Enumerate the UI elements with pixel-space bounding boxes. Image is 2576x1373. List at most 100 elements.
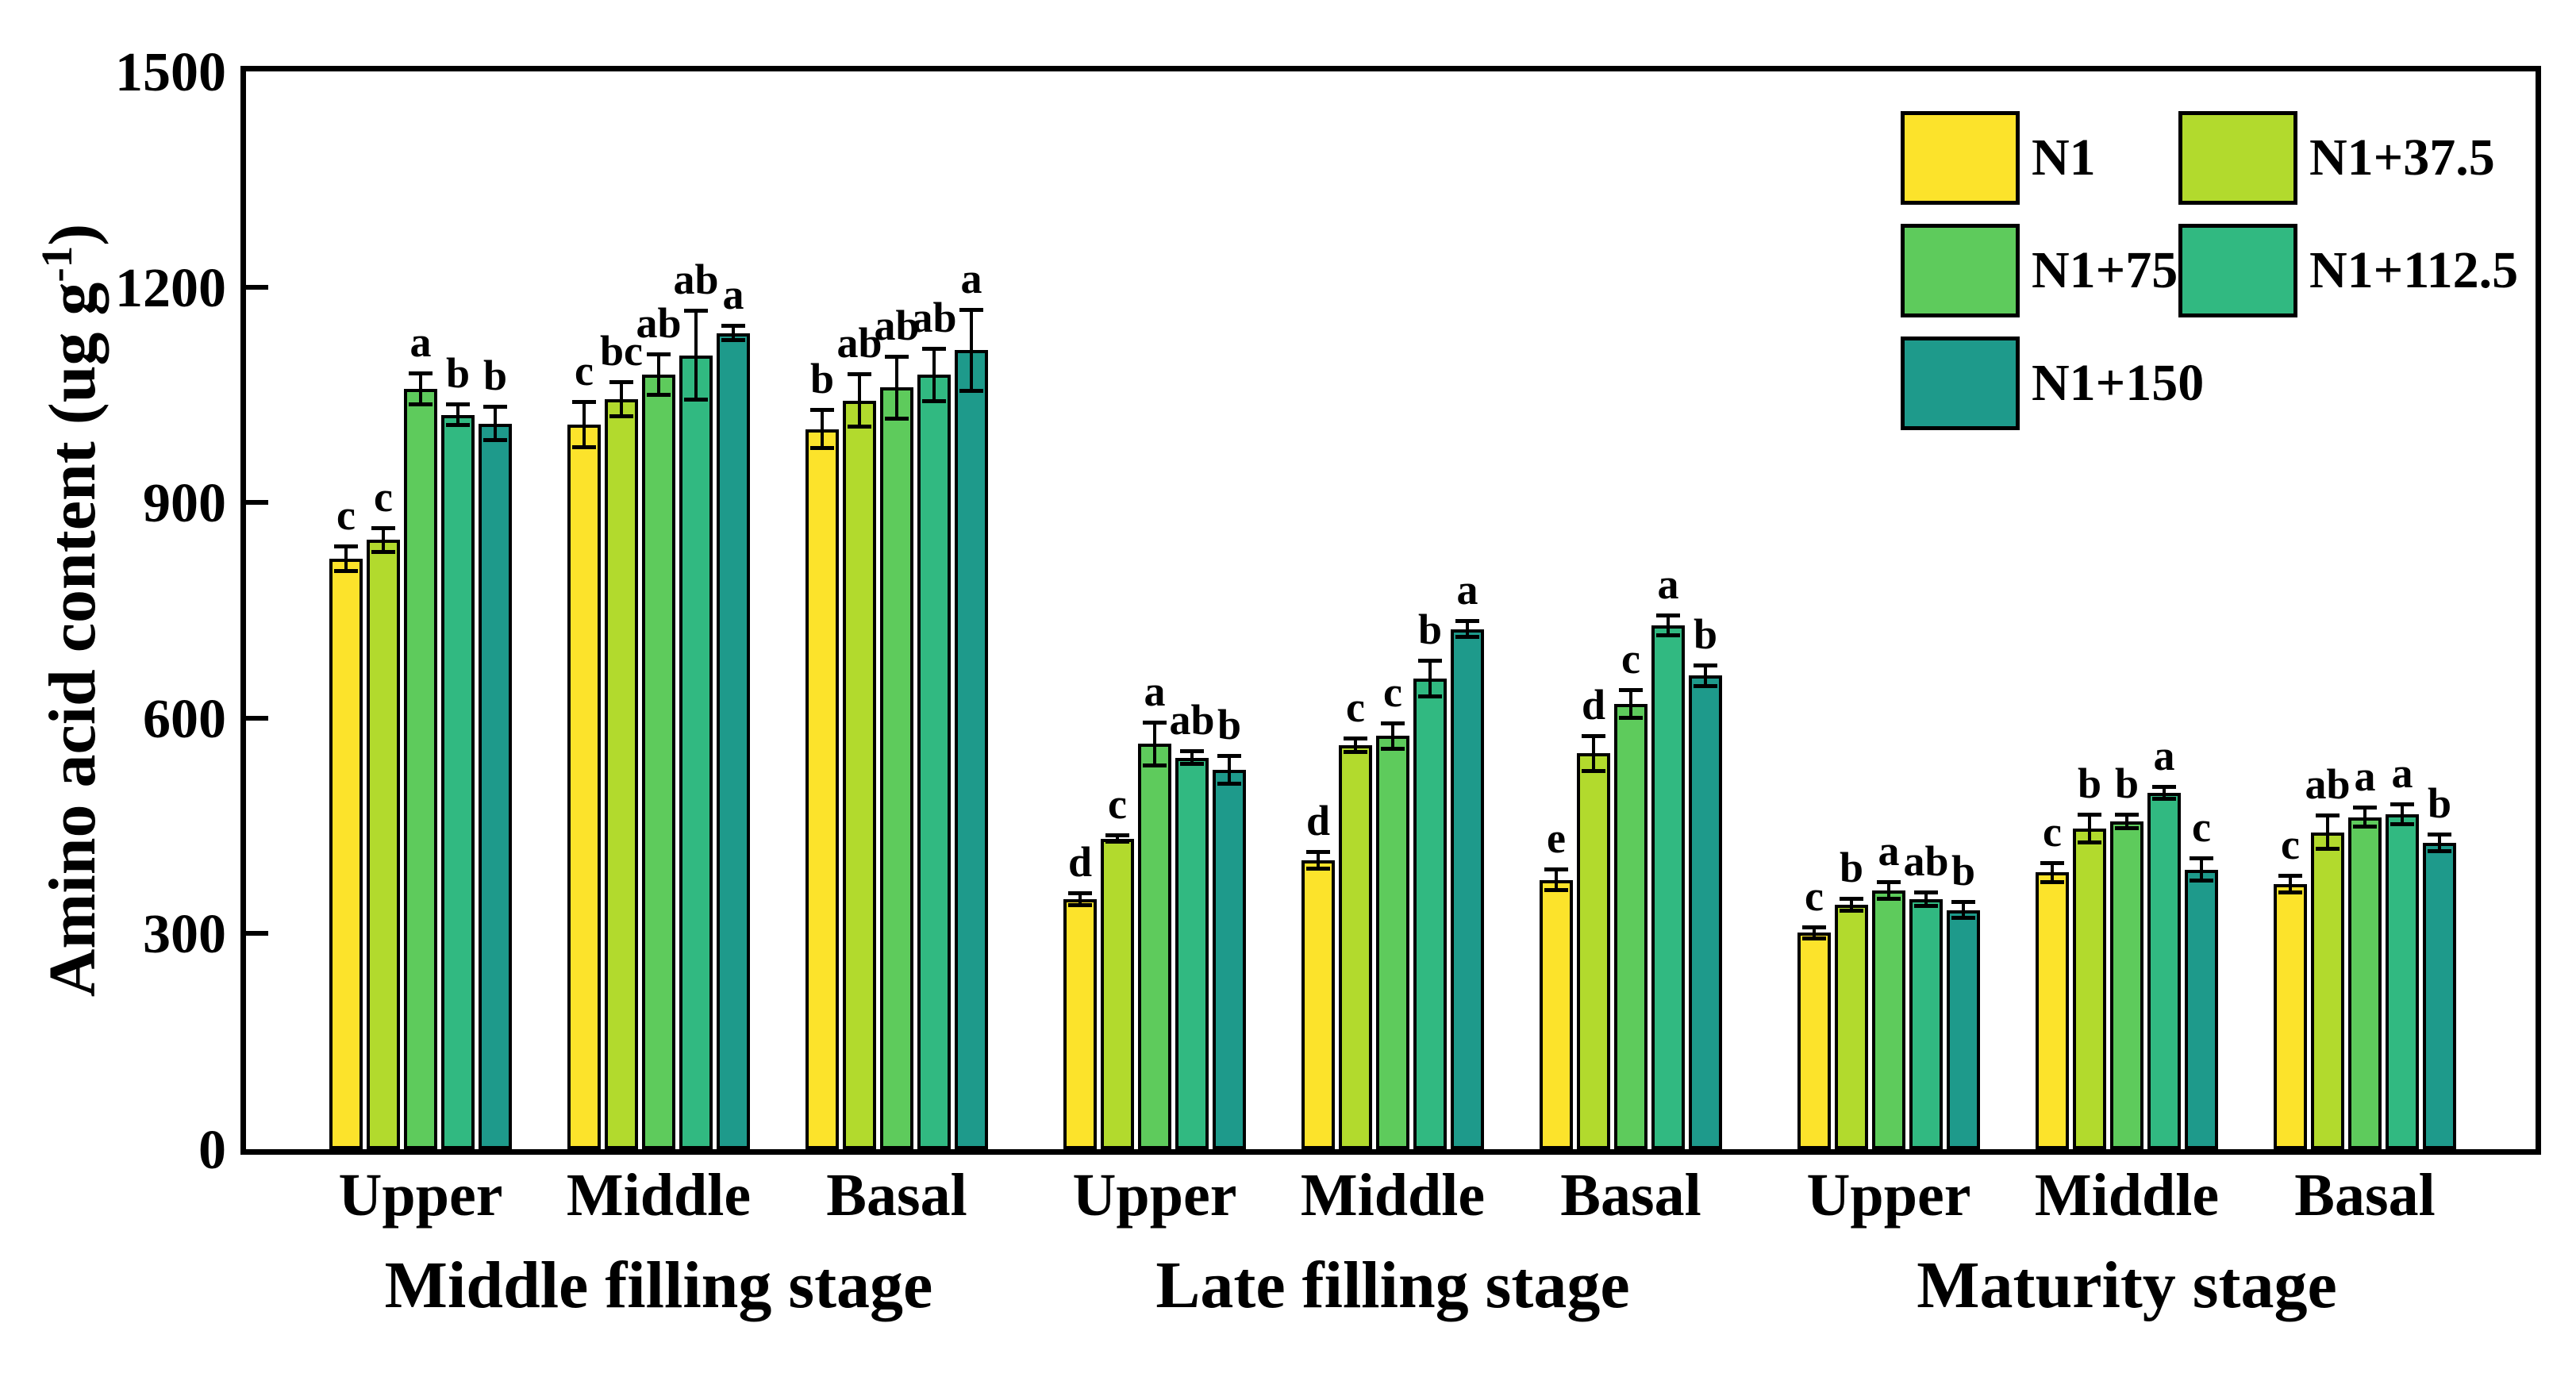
error-bar-cap-top — [1544, 867, 1568, 871]
error-bar-cap-bottom — [2353, 825, 2377, 829]
bar — [1651, 625, 1685, 1149]
bar — [1797, 933, 1831, 1149]
error-bar-cap-top — [572, 400, 596, 405]
error-bar-whisker — [1704, 664, 1707, 686]
error-bar-whisker — [1116, 835, 1119, 843]
significance-letter: a — [1456, 565, 1478, 613]
x-axis-group-label: Basal — [826, 1162, 967, 1229]
error-bar-cap-top — [2278, 874, 2302, 879]
error-bar-cap-top — [1068, 890, 1092, 895]
error-bar-cap-bottom — [1840, 909, 1863, 913]
significance-letter: ab — [874, 301, 920, 349]
significance-letter: a — [2153, 731, 2175, 779]
bar — [479, 423, 512, 1149]
error-bar-cap-bottom — [1418, 694, 1442, 698]
bar — [1301, 860, 1335, 1149]
bar — [880, 387, 913, 1149]
error-bar-cap-top — [1455, 618, 1479, 623]
error-bar-cap-top — [1143, 721, 1167, 725]
error-bar-whisker — [2326, 815, 2329, 850]
error-bar-cap-top — [609, 380, 633, 385]
bar — [1909, 898, 1943, 1149]
legend-label: N1+150 — [2032, 354, 2205, 412]
error-bar-whisker — [456, 404, 459, 426]
error-bar-cap-top — [1217, 753, 1241, 758]
error-bar-cap-bottom — [1217, 782, 1241, 786]
significance-letter: a — [1144, 667, 1166, 716]
error-bar-whisker — [1924, 891, 1928, 906]
bar — [2073, 829, 2106, 1149]
error-bar-cap-bottom — [483, 438, 507, 443]
significance-letter: d — [1067, 837, 1093, 886]
bar — [605, 398, 638, 1149]
error-bar-whisker — [1391, 723, 1394, 749]
significance-letter: ab — [911, 293, 957, 341]
error-bar-cap-bottom — [1068, 903, 1092, 908]
significance-letter: ab — [2305, 760, 2351, 809]
error-bar-whisker — [344, 545, 348, 572]
error-bar-whisker — [858, 374, 861, 428]
error-bar-cap-bottom — [572, 445, 596, 450]
error-bar-whisker — [1228, 755, 1231, 785]
significance-letter: a — [1878, 827, 1900, 875]
x-axis-group-label: Upper — [338, 1162, 503, 1229]
bar — [2185, 869, 2218, 1149]
bar — [404, 389, 437, 1149]
error-bar-whisker — [1850, 898, 1853, 912]
y-axis-tick-label: 1500 — [115, 42, 226, 103]
legend-swatch — [2178, 111, 2297, 205]
error-bar-whisker — [582, 402, 586, 448]
error-bar-cap-bottom — [848, 425, 871, 429]
error-bar-cap-top — [1951, 899, 1975, 904]
error-bar-whisker — [2438, 834, 2441, 852]
x-axis-group-label: Basal — [2294, 1162, 2436, 1229]
bar — [567, 425, 601, 1149]
error-bar-cap-bottom — [959, 388, 983, 393]
legend-label: N1 — [2032, 129, 2096, 187]
error-bar-whisker — [657, 353, 660, 396]
error-bar-cap-top — [922, 346, 946, 351]
error-bar-cap-bottom — [2316, 847, 2340, 852]
legend-swatch — [1901, 337, 2020, 430]
bar — [1872, 890, 1905, 1149]
error-bar-cap-bottom — [1914, 903, 1938, 908]
x-axis-group-label: Middle — [2034, 1162, 2220, 1229]
bar — [679, 355, 713, 1149]
significance-letter: a — [409, 318, 432, 367]
error-bar-cap-bottom — [1582, 768, 1605, 773]
significance-letter: ab — [836, 319, 882, 367]
error-bar-cap-bottom — [1180, 761, 1204, 766]
significance-letter: ab — [636, 298, 682, 347]
bar — [367, 540, 400, 1149]
error-bar-cap-top — [848, 372, 871, 377]
x-axis-stage-label: Middle filling stage — [384, 1248, 933, 1322]
error-bar-whisker — [821, 410, 824, 449]
bar — [843, 400, 876, 1149]
error-bar-cap-bottom — [1381, 746, 1405, 751]
error-bar-cap-bottom — [2428, 849, 2451, 854]
significance-letter: d — [1305, 797, 1331, 845]
error-bar-cap-bottom — [922, 398, 946, 403]
error-bar-cap-bottom — [1455, 635, 1479, 640]
bar — [441, 414, 475, 1149]
significance-letter: ab — [1169, 696, 1215, 744]
error-bar-whisker — [1354, 738, 1357, 753]
error-bar-cap-bottom — [2190, 879, 2213, 883]
legend-label: N1+75 — [2032, 241, 2178, 299]
error-bar-whisker — [932, 348, 936, 402]
bar — [1947, 910, 1980, 1149]
error-bar-cap-top — [1802, 925, 1826, 930]
error-bar-whisker — [1629, 689, 1632, 718]
bar — [329, 558, 363, 1149]
error-bar-whisker — [2363, 807, 2366, 828]
significance-letter: b — [809, 355, 835, 403]
error-bar-whisker — [2163, 786, 2166, 800]
significance-letter: b — [2077, 760, 2102, 808]
error-bar-whisker — [1592, 735, 1595, 771]
error-bar-cap-bottom — [409, 402, 433, 407]
y-axis-tick-label: 0 — [198, 1120, 226, 1181]
error-bar-cap-bottom — [885, 417, 909, 421]
error-bar-whisker — [382, 527, 385, 552]
significance-letter: c — [1346, 683, 1365, 732]
error-bar-whisker — [2125, 814, 2128, 829]
